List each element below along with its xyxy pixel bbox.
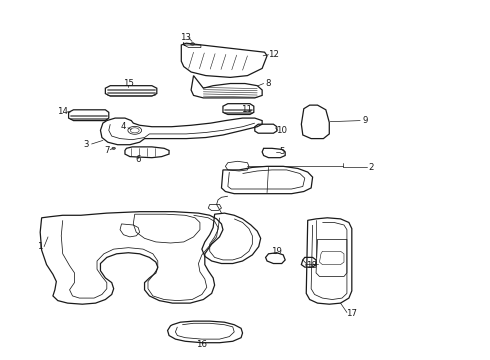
Text: 6: 6 — [135, 155, 141, 163]
Text: 11: 11 — [241, 105, 252, 114]
Text: 7: 7 — [104, 146, 110, 155]
Text: 10: 10 — [276, 126, 287, 135]
Text: 13: 13 — [180, 33, 191, 42]
Text: 2: 2 — [368, 163, 374, 172]
Text: 8: 8 — [266, 79, 271, 88]
Text: 4: 4 — [121, 122, 126, 131]
Text: 16: 16 — [196, 341, 207, 349]
Text: 19: 19 — [271, 247, 282, 256]
Text: 18: 18 — [306, 261, 317, 270]
Text: 1: 1 — [37, 242, 43, 251]
Text: 17: 17 — [346, 310, 357, 319]
Text: 3: 3 — [83, 140, 89, 149]
Ellipse shape — [191, 43, 195, 45]
Text: 9: 9 — [363, 116, 368, 125]
Text: 12: 12 — [268, 50, 279, 59]
Text: 14: 14 — [57, 107, 68, 116]
Text: 15: 15 — [123, 79, 134, 88]
Text: 5: 5 — [279, 148, 285, 157]
Ellipse shape — [112, 147, 116, 149]
